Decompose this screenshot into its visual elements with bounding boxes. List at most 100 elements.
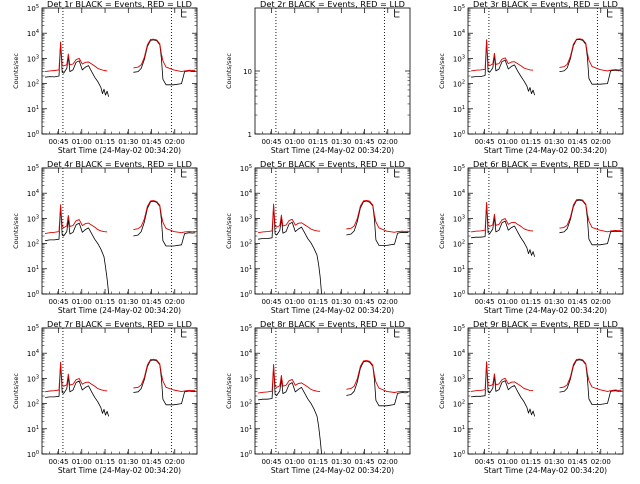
x-axis-label: Start Time (24-May-02 00:34:20) [271,146,394,155]
panel-frame [467,7,624,135]
x-tick-label: 00:45 [261,138,281,146]
panel-title: Det 1r BLACK = Events, RED = LLD [47,0,192,9]
interval-bracket [607,9,613,18]
detector-panel: Det 5r BLACK = Events, RED = LLD 100 101 10… [225,159,411,315]
x-axis-label: Start Time (24-May-02 00:34:20) [58,146,181,155]
x-tick-label: 02:00 [591,138,611,146]
x-tick-label: 01:00 [498,458,518,466]
y-axis-label: Counts/sec [438,213,446,249]
x-axis-label: Start Time (24-May-02 00:34:20) [484,306,607,315]
y-tick-label: 100 [240,450,252,459]
y-tick-label: 101 [453,265,465,274]
y-tick-label: 10 [243,68,252,76]
lld-series-line [45,204,108,235]
x-tick-label: 02:00 [378,458,398,466]
x-tick-label: 01:15 [308,298,328,306]
x-tick-label: 02:00 [591,298,611,306]
interval-bracket [181,9,187,18]
x-tick-label: 01:00 [285,458,305,466]
x-tick-label: 00:45 [48,138,68,146]
lld-series-line [346,360,409,393]
x-axis-label: Start Time (24-May-02 00:34:20) [58,306,181,315]
x-tick-label: 01:15 [521,458,541,466]
x-tick-label: 01:00 [285,298,305,306]
x-tick-label: 01:45 [354,298,374,306]
panel-title: Det 6r BLACK = Events, RED = LLD [473,159,618,169]
lld-series-line [471,39,534,72]
y-tick-label: 103 [453,54,465,63]
x-tick-label: 01:15 [521,298,541,306]
panel-frame [41,167,198,295]
y-tick-label: 102 [27,240,39,249]
x-axis-label: Start Time (24-May-02 00:34:20) [271,306,394,315]
x-tick-label: 01:45 [141,138,161,146]
x-tick-label: 01:15 [95,458,115,466]
x-tick-label: 00:45 [474,458,494,466]
y-tick-label: 100 [453,130,465,139]
x-tick-label: 01:45 [141,458,161,466]
y-tick-label: 104 [453,189,465,198]
y-tick-label: 103 [27,214,39,223]
detector-panel: Det 9r BLACK = Events, RED = LLD 100 101 10… [438,319,624,475]
panel-title: Det 9r BLACK = Events, RED = LLD [473,319,618,329]
lld-series-line [258,363,321,394]
lld-series-line [258,203,321,234]
x-tick-label: 02:00 [165,138,185,146]
y-tick-label: 104 [27,29,39,38]
interval-bracket [394,329,400,338]
y-tick-label: 105 [27,324,39,333]
y-tick-label: 104 [27,189,39,198]
lld-series-line [133,358,196,393]
y-axis-label: Counts/sec [225,213,233,249]
lld-series-line [45,361,108,393]
x-tick-label: 02:00 [591,458,611,466]
y-tick-label: 100 [453,450,465,459]
y-tick-label: 100 [453,290,465,299]
x-tick-label: 01:15 [95,298,115,306]
x-axis-label: Start Time (24-May-02 00:34:20) [271,466,394,475]
events-series-line [559,39,622,85]
y-tick-label: 105 [240,164,252,173]
lld-series-line [471,361,534,392]
lld-series-line [133,38,196,73]
y-tick-label: 104 [240,189,252,198]
y-tick-label: 102 [27,80,39,89]
y-axis-label: Counts/sec [225,53,233,89]
y-tick-label: 105 [27,164,39,173]
detector-panel: Det 3r BLACK = Events, RED = LLD 100 101 10… [438,0,624,155]
y-tick-label: 102 [453,400,465,409]
x-tick-label: 01:30 [118,298,138,306]
panel-frame [254,7,411,135]
x-tick-label: 01:45 [354,138,374,146]
lld-series-line [133,200,196,234]
y-tick-label: 103 [453,374,465,383]
y-tick-label: 101 [453,425,465,434]
y-tick-label: 101 [27,105,39,114]
lld-series-line [559,38,622,72]
detector-panel: Det 6r BLACK = Events, RED = LLD 100 101 10… [438,159,624,315]
panel-title: Det 8r BLACK = Events, RED = LLD [260,319,405,329]
x-tick-label: 01:15 [95,138,115,146]
x-tick-label: 00:45 [261,298,281,306]
x-tick-label: 01:00 [498,298,518,306]
x-tick-label: 01:30 [118,458,138,466]
y-tick-label: 105 [453,324,465,333]
x-tick-label: 01:15 [308,458,328,466]
y-tick-label: 102 [240,400,252,409]
x-tick-label: 00:45 [474,138,494,146]
x-tick-label: 01:00 [498,138,518,146]
x-tick-label: 00:45 [48,458,68,466]
y-tick-label: 103 [453,214,465,223]
x-tick-label: 02:00 [165,298,185,306]
x-tick-label: 01:30 [331,138,351,146]
x-tick-label: 01:45 [141,298,161,306]
y-tick-label: 103 [27,374,39,383]
events-series-line [559,359,622,405]
y-tick-label: 102 [240,240,252,249]
y-axis-label: Counts/sec [12,213,20,249]
x-tick-label: 01:45 [354,458,374,466]
x-tick-label: 00:45 [48,298,68,306]
x-tick-label: 00:45 [474,298,494,306]
y-tick-label: 103 [27,54,39,63]
